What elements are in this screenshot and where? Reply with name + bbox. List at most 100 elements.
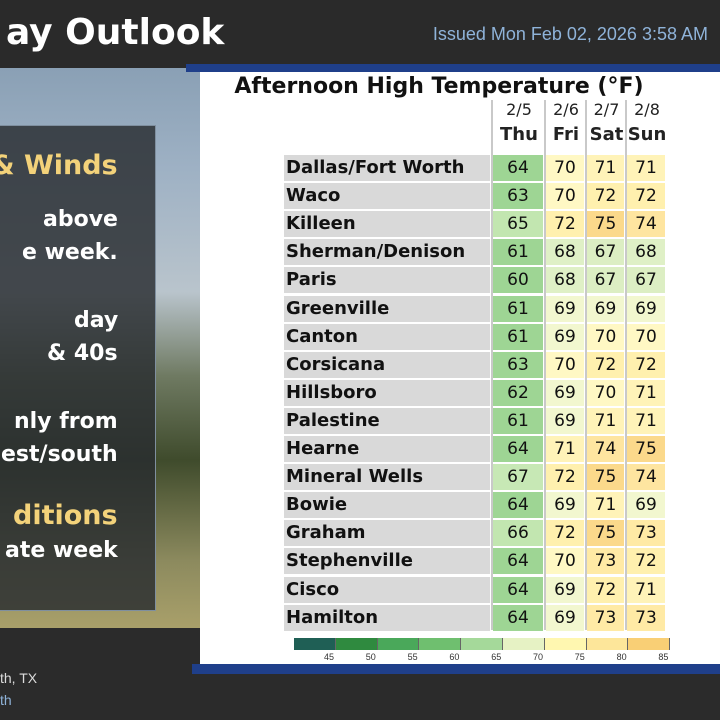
temperature-cell: 65 xyxy=(493,211,543,238)
temperature-cell: 72 xyxy=(587,576,624,603)
temperature-cell: 66 xyxy=(493,520,543,547)
legend-swatch xyxy=(294,638,336,650)
column-divider xyxy=(625,100,627,630)
column-date: 2/8 xyxy=(634,100,660,119)
column-date: 2/5 xyxy=(506,100,532,119)
temperature-cell: 74 xyxy=(627,211,665,238)
column-divider xyxy=(491,100,493,630)
temperature-cell: 64 xyxy=(493,604,543,631)
temperature-cell: 75 xyxy=(627,436,665,462)
temperature-cell: 69 xyxy=(627,295,665,322)
temperature-cell: 69 xyxy=(546,604,584,631)
temperature-cell: 75 xyxy=(587,464,624,491)
temperature-cell: 72 xyxy=(587,183,624,210)
temperature-cell: 64 xyxy=(493,548,543,575)
column-day: Sat xyxy=(589,124,624,145)
temperature-cell: 64 xyxy=(493,436,543,462)
temperature-cell: 72 xyxy=(587,351,624,378)
temperature-cell: 75 xyxy=(587,211,624,238)
temperature-cell: 64 xyxy=(493,492,543,519)
legend-swatch xyxy=(419,638,462,650)
summary-line: e week. xyxy=(22,240,118,265)
temperature-cell: 74 xyxy=(587,436,624,462)
column-divider xyxy=(544,100,546,630)
temperature-cell: 72 xyxy=(627,183,665,210)
city-label: Hearne xyxy=(284,436,490,462)
city-label: Dallas/Fort Worth xyxy=(284,155,490,181)
temperature-cell: 67 xyxy=(587,267,624,294)
temperature-cell: 75 xyxy=(587,520,624,547)
temperature-cell: 67 xyxy=(627,267,665,294)
city-label: Graham xyxy=(284,520,490,547)
temperature-cell: 70 xyxy=(587,379,624,406)
temperature-cell: 61 xyxy=(493,295,543,322)
temperature-cell: 70 xyxy=(546,183,584,210)
temperature-cell: 64 xyxy=(493,155,543,181)
summary-line: above xyxy=(43,207,118,232)
legend-swatch xyxy=(335,638,378,650)
temperature-cell: 63 xyxy=(493,351,543,378)
temperature-cell: 61 xyxy=(493,239,543,266)
legend-swatch xyxy=(461,638,503,650)
legend-tick-label: 85 xyxy=(658,652,669,662)
temperature-cell: 62 xyxy=(493,379,543,406)
legend-tick-label: 60 xyxy=(449,652,460,662)
temperature-cell: 69 xyxy=(546,295,584,322)
column-day: Fri xyxy=(552,124,580,145)
column-day: Thu xyxy=(500,124,538,145)
city-label: Greenville xyxy=(284,295,490,322)
section-heading: ditions xyxy=(13,500,118,531)
legend-swatch xyxy=(377,638,420,650)
page-title: ay Outlook xyxy=(6,12,225,53)
city-label: Mineral Wells xyxy=(284,464,490,491)
office-link[interactable]: th xyxy=(0,692,12,708)
summary-line: est/south xyxy=(1,442,118,467)
office-location: th, TX xyxy=(0,670,38,686)
temperature-cell: 72 xyxy=(546,211,584,238)
temperature-cell: 69 xyxy=(587,295,624,322)
accent-bar-top xyxy=(186,64,720,72)
temperature-cell: 71 xyxy=(587,407,624,434)
city-label: Waco xyxy=(284,183,490,210)
legend-tick-label: 75 xyxy=(574,652,585,662)
city-label: Bowie xyxy=(284,492,490,519)
temperature-cell: 70 xyxy=(546,548,584,575)
summary-line: day xyxy=(74,308,119,333)
legend-swatch xyxy=(628,638,671,650)
temperature-cell: 61 xyxy=(493,323,543,350)
summary-line: nly from xyxy=(14,409,118,434)
legend-tick-label: 45 xyxy=(324,652,335,662)
temperature-cell: 73 xyxy=(587,604,624,631)
city-label: Cisco xyxy=(284,576,490,603)
city-label: Canton xyxy=(284,323,490,350)
temperature-cell: 71 xyxy=(627,576,665,603)
temperature-cell: 72 xyxy=(546,464,584,491)
temperature-cell: 68 xyxy=(546,267,584,294)
temperature-cell: 64 xyxy=(493,576,543,603)
temperature-cell: 71 xyxy=(587,492,624,519)
temperature-cell: 71 xyxy=(546,436,584,462)
city-label: Hillsboro xyxy=(284,379,490,406)
city-label: Paris xyxy=(284,267,490,294)
temperature-cell: 74 xyxy=(627,464,665,491)
color-legend-bar xyxy=(294,638,671,650)
temperature-cell: 70 xyxy=(587,323,624,350)
temperature-cell: 69 xyxy=(546,379,584,406)
temperature-cell: 67 xyxy=(493,464,543,491)
legend-swatch xyxy=(586,638,629,650)
city-label: Stephenville xyxy=(284,548,490,575)
temperature-cell: 70 xyxy=(546,351,584,378)
temperature-cell: 69 xyxy=(546,407,584,434)
temperature-cell: 61 xyxy=(493,407,543,434)
column-date: 2/6 xyxy=(553,100,579,119)
city-label: Killeen xyxy=(284,211,490,238)
summary-line: & 40s xyxy=(47,341,118,366)
temperature-cell: 73 xyxy=(627,520,665,547)
accent-bar-bottom xyxy=(192,664,720,674)
temperature-cell: 69 xyxy=(546,576,584,603)
summary-line: ate week xyxy=(5,538,118,563)
temperature-cell: 73 xyxy=(627,604,665,631)
temperature-cell: 67 xyxy=(587,239,624,266)
temperature-cell: 68 xyxy=(627,239,665,266)
column-day: Sun xyxy=(627,124,667,145)
